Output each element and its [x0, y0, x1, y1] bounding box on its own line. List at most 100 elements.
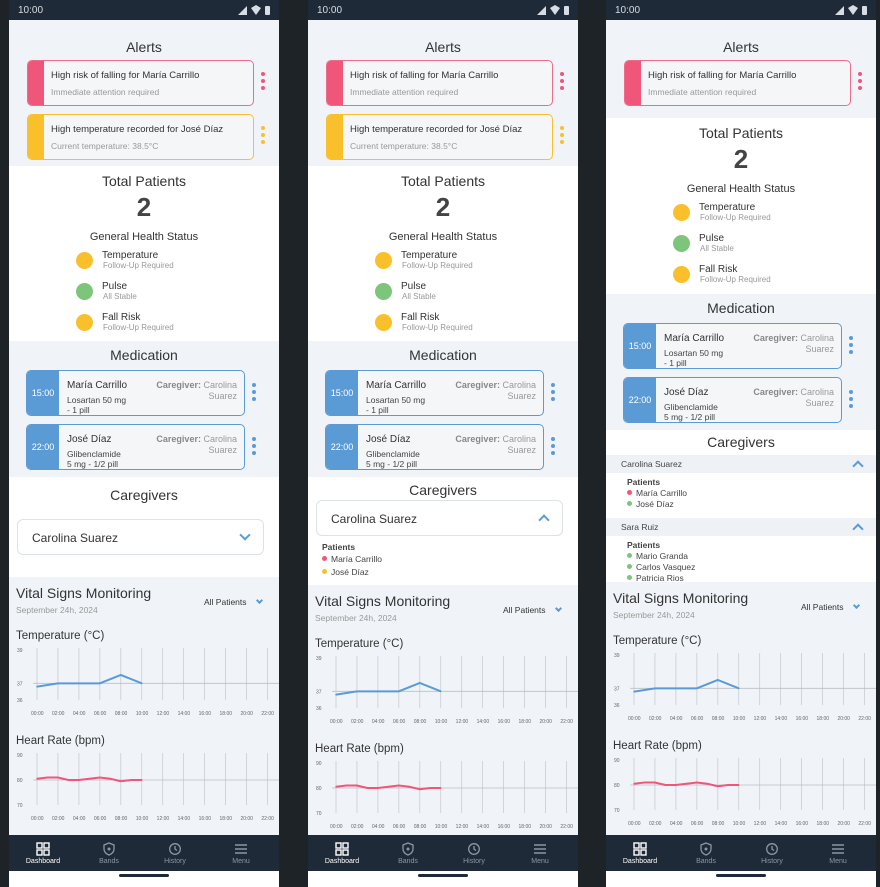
nav-item-bands[interactable]: Bands [77, 835, 141, 871]
more-options-icon[interactable] [261, 126, 265, 147]
chevron-up-icon[interactable] [852, 460, 864, 472]
caregiver-label: Caregiver: [753, 333, 798, 343]
caregiver-first-name: Carolina [502, 434, 536, 444]
data-point [675, 784, 677, 786]
x-tick-label: 04:00 [372, 824, 385, 830]
status-note: Follow-Up Required [103, 261, 174, 270]
medication-card[interactable]: 15:00 María Carrillo Losartan 50 mg - 1 pil… [623, 323, 842, 369]
nav-item-menu[interactable]: Menu [209, 835, 273, 871]
caregiver-header[interactable]: Sara Ruiz [606, 518, 876, 536]
kebab-dot [858, 72, 862, 76]
kebab-dot [261, 133, 265, 137]
status-name: Fall Risk [401, 312, 440, 323]
y-tick-label: 37 [17, 681, 23, 687]
alert-card[interactable]: High risk of falling for María Carrillo I… [326, 60, 553, 106]
patient-name: Carlos Vasquez [636, 562, 696, 572]
caregiver-first-name: Carolina [203, 434, 237, 444]
home-indicator[interactable] [119, 874, 169, 877]
nav-item-history[interactable]: History [740, 835, 804, 871]
chart-plot: 39 37 36 00:00 02:00 04:00 06:00 08:00 10:00 12:0… [17, 648, 279, 717]
alert-card[interactable]: High temperature recorded for José Díaz C… [326, 114, 553, 160]
status-icons [238, 5, 270, 15]
nav-item-dashboard[interactable]: Dashboard [310, 835, 374, 871]
nav-item-history[interactable]: History [143, 835, 207, 871]
wifi-icon [251, 5, 261, 15]
home-indicator[interactable] [418, 874, 468, 877]
alert-card[interactable]: High temperature recorded for José Díaz C… [27, 114, 254, 160]
x-tick-label: 14:00 [775, 821, 788, 827]
patients-filter[interactable]: All Patients [801, 601, 861, 612]
more-options-icon[interactable] [252, 383, 256, 404]
patient-status-dot [627, 553, 632, 558]
x-tick-label: 08:00 [414, 824, 427, 830]
caregiver-header[interactable]: Carolina Suarez [606, 455, 876, 473]
more-options-icon[interactable] [551, 383, 555, 404]
more-options-icon[interactable] [849, 390, 853, 411]
medication-card[interactable]: 22:00 José Díaz Glibenclamide 5 mg - 1/2 pi… [26, 424, 245, 470]
alert-card[interactable]: High risk of falling for María Carrillo I… [624, 60, 851, 106]
status-name: Pulse [102, 281, 128, 292]
x-tick-label: 08:00 [414, 719, 427, 725]
patients-label-text: Patients [627, 540, 661, 550]
medication-patient: José Díaz [67, 434, 112, 445]
nav-item-history[interactable]: History [442, 835, 506, 871]
data-point [356, 784, 358, 787]
medication-card[interactable]: 22:00 José Díaz Glibenclamide 5 mg - 1/2 pi… [325, 424, 544, 470]
medication-drug: Glibenclamide [366, 449, 420, 459]
x-tick-label: 08:00 [115, 711, 128, 717]
y-tick-label: 80 [614, 783, 620, 789]
alert-card[interactable]: High risk of falling for María Carrillo I… [27, 60, 254, 106]
home-indicator[interactable] [716, 874, 766, 877]
kebab-dot [252, 444, 256, 448]
medication-caregiver: Caregiver: Carolina Suarez [753, 387, 834, 409]
medication-dosage: Losartan 50 mg - 1 pill [366, 395, 425, 415]
kebab-dot [551, 451, 555, 455]
kebab-dot [261, 72, 265, 76]
x-tick-label: 00:00 [628, 716, 641, 722]
y-tick-label: 36 [17, 698, 23, 704]
caregiver-label: Caregiver: [455, 434, 500, 444]
kebab-dot [261, 79, 265, 83]
nav-item-bands[interactable]: Bands [674, 835, 738, 871]
more-options-icon[interactable] [261, 72, 265, 93]
caregiver-select[interactable]: Carolina Suarez [17, 519, 264, 555]
caregiver-select[interactable]: Carolina Suarez [316, 500, 563, 536]
nav-item-menu[interactable]: Menu [806, 835, 870, 871]
kebab-dot [261, 140, 265, 144]
x-tick-label: 22:00 [261, 711, 274, 717]
more-options-icon[interactable] [849, 336, 853, 357]
nav-item-menu[interactable]: Menu [508, 835, 572, 871]
more-options-icon[interactable] [551, 437, 555, 458]
chevron-up-icon[interactable] [538, 514, 550, 526]
nav-item-dashboard[interactable]: Dashboard [608, 835, 672, 871]
alert-severity-bar [327, 115, 343, 159]
chart-plot: 39 37 36 00:00 02:00 04:00 06:00 08:00 10:00 12:0… [614, 653, 876, 722]
chevron-down-icon[interactable] [239, 529, 251, 541]
more-options-icon[interactable] [560, 126, 564, 147]
more-options-icon[interactable] [858, 72, 862, 93]
total-patients-section: Total Patients 2 General Health Status Temp… [308, 166, 578, 341]
medication-card[interactable]: 15:00 María Carrillo Losartan 50 mg - 1 pil… [26, 370, 245, 416]
x-tick-label: 20:00 [240, 711, 253, 717]
data-point [119, 780, 122, 783]
x-tick-label: 10:00 [435, 719, 448, 725]
data-point [88, 777, 91, 780]
medication-card[interactable]: 22:00 José Díaz Glibenclamide 5 mg - 1/2 pi… [623, 377, 842, 423]
patients-filter[interactable]: All Patients [503, 604, 563, 615]
y-tick-label: 70 [17, 803, 23, 809]
nav-item-dashboard[interactable]: Dashboard [11, 835, 75, 871]
more-options-icon[interactable] [252, 437, 256, 458]
medication-card[interactable]: 15:00 María Carrillo Losartan 50 mg - 1 pil… [325, 370, 544, 416]
phone-screen-list: 10:00 Alerts High risk of falling for Marí… [606, 0, 876, 887]
nav-item-bands[interactable]: Bands [376, 835, 440, 871]
x-tick-label: 02:00 [649, 821, 662, 827]
x-tick-label: 18:00 [817, 716, 830, 722]
data-point [696, 687, 698, 690]
patients-filter[interactable]: All Patients [204, 596, 264, 607]
data-point [664, 784, 667, 786]
more-options-icon[interactable] [560, 72, 564, 93]
x-tick-label: 14:00 [178, 816, 191, 822]
status-note: Follow-Up Required [700, 213, 771, 222]
x-tick-label: 02:00 [351, 824, 364, 830]
chevron-up-icon[interactable] [852, 523, 864, 535]
